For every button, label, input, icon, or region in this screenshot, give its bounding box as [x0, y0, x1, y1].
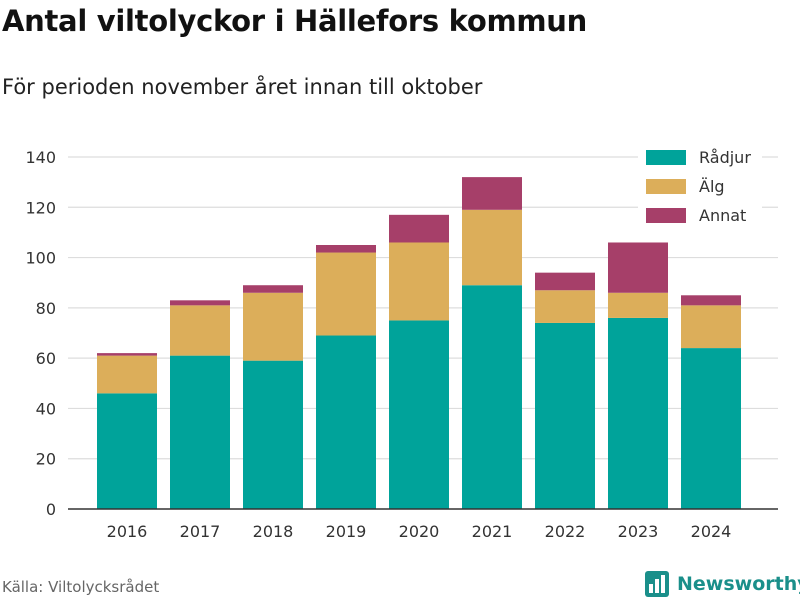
- bar-segment-annat-2021: [462, 177, 522, 210]
- x-tick-label: 2020: [399, 522, 440, 541]
- bar-segment-r-djur-2023: [608, 317, 668, 509]
- x-tick-label: 2016: [107, 522, 148, 541]
- legend-label: Rådjur: [699, 148, 751, 167]
- y-tick-label: 120: [25, 198, 56, 217]
- y-tick-label: 100: [25, 249, 56, 268]
- chart-title: Antal viltolyckor i Hällefors kommun: [2, 4, 587, 38]
- bar-segment-r-djur-2016: [97, 393, 157, 509]
- bar-segment-r-djur-2019: [316, 335, 376, 509]
- bar-segment--lg-2022: [535, 290, 595, 323]
- x-tick-label: 2022: [545, 522, 586, 541]
- brand-name: Newsworthy: [677, 573, 800, 595]
- y-tick-label: 20: [36, 450, 56, 469]
- bar-segment-r-djur-2020: [389, 320, 449, 509]
- bar-chart-logo-icon: [645, 571, 669, 597]
- legend-swatch: [646, 179, 686, 194]
- y-tick-label: 60: [36, 349, 56, 368]
- bar-segment-r-djur-2024: [681, 348, 741, 509]
- x-tick-label: 2021: [472, 522, 513, 541]
- legend: Rådjur Älg Annat: [638, 142, 762, 228]
- bar-segment--lg-2016: [97, 355, 157, 394]
- bar-segment--lg-2024: [681, 305, 741, 349]
- bar-segment-annat-2020: [389, 214, 449, 243]
- bar-segment--lg-2020: [389, 242, 449, 321]
- x-axis-ticks: 2016 2017 2018 2019 2020 2021 2022 2023 2024: [68, 508, 778, 541]
- legend-swatch: [646, 150, 686, 165]
- bar-segment--lg-2017: [170, 305, 230, 356]
- legend-label: Annat: [699, 206, 746, 225]
- x-tick-label: 2019: [326, 522, 367, 541]
- bar-segment-annat-2022: [535, 272, 595, 291]
- bar-segment-annat-2024: [681, 295, 741, 306]
- legend-label: Älg: [699, 177, 725, 196]
- bar-segment-annat-2019: [316, 245, 376, 253]
- y-axis-ticks: 0 20 40 60 80 100 120 140: [25, 148, 56, 519]
- bar-segment-annat-2023: [608, 242, 668, 293]
- source-note: Källa: Viltolycksrådet: [2, 578, 160, 596]
- bar-segment--lg-2019: [316, 252, 376, 336]
- chart-subtitle: För perioden november året innan till ok…: [2, 75, 483, 99]
- y-tick-label: 40: [36, 399, 56, 418]
- bar-segment-r-djur-2022: [535, 322, 595, 509]
- y-tick-label: 0: [46, 500, 56, 519]
- x-tick-label: 2024: [691, 522, 732, 541]
- x-tick-label: 2018: [253, 522, 294, 541]
- bar-segment-annat-2016: [97, 353, 157, 356]
- brand-logo: Newsworthy: [645, 570, 800, 598]
- bar-segment-r-djur-2021: [462, 285, 522, 509]
- bars: [97, 177, 741, 509]
- bar-segment-r-djur-2018: [243, 360, 303, 509]
- y-tick-label: 140: [25, 148, 56, 167]
- x-tick-label: 2017: [180, 522, 221, 541]
- bar-segment--lg-2023: [608, 292, 668, 318]
- bar-segment-r-djur-2017: [170, 355, 230, 509]
- bar-segment-annat-2018: [243, 285, 303, 293]
- x-tick-label: 2023: [618, 522, 659, 541]
- bar-segment--lg-2021: [462, 209, 522, 286]
- bar-segment--lg-2018: [243, 292, 303, 361]
- y-tick-label: 80: [36, 299, 56, 318]
- bar-segment-annat-2017: [170, 300, 230, 306]
- legend-swatch: [646, 208, 686, 223]
